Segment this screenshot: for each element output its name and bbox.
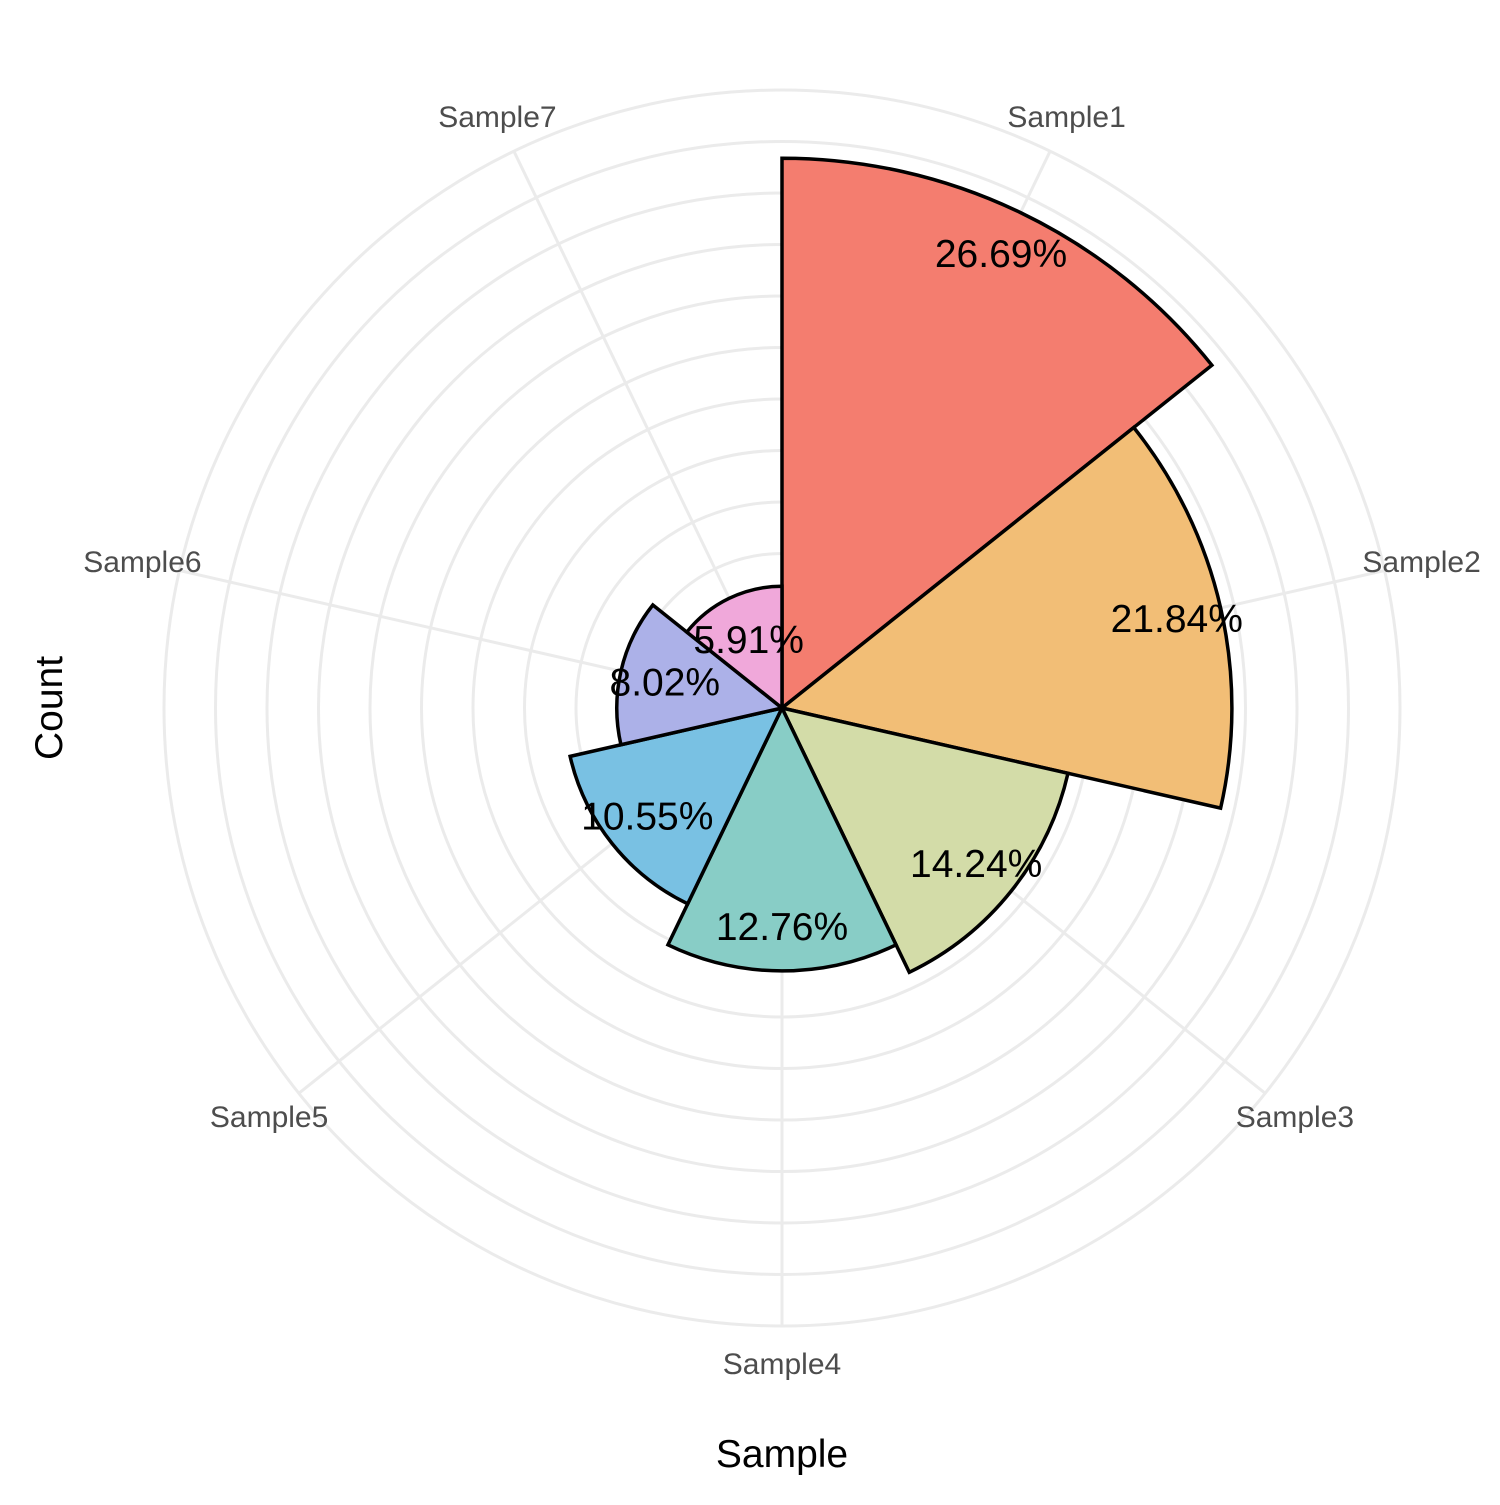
category-label: Sample6 — [83, 546, 201, 579]
data-label: 10.55% — [581, 795, 713, 838]
category-label: Sample7 — [438, 101, 556, 134]
bar-wedge-sample1 — [780, 156, 1215, 712]
bar-wedge-sample4 — [665, 703, 899, 973]
data-label: 26.69% — [935, 233, 1067, 276]
category-label: Sample2 — [1362, 546, 1480, 579]
x-axis-title: Sample — [716, 1433, 848, 1476]
y-axis-title: Count — [28, 656, 71, 760]
bar-wedge-sample2 — [778, 425, 1234, 811]
bar-wedge-sample6 — [615, 602, 786, 747]
bar-wedge-sample5 — [568, 705, 786, 907]
data-label: 12.76% — [716, 906, 848, 949]
labels-layer: Sample1 Sample2 Sample3 Sample4 Sample5 Sampl… — [83, 101, 1481, 1381]
data-label: 5.91% — [693, 619, 804, 662]
category-label: Sample3 — [1236, 1101, 1354, 1134]
data-label: 14.24% — [910, 843, 1042, 886]
bar-wedge-sample3 — [778, 705, 1071, 975]
bar-wedge-sample7 — [684, 584, 784, 712]
bars-layer — [568, 156, 1234, 975]
category-label: Sample4 — [723, 1348, 841, 1381]
category-label: Sample5 — [210, 1101, 328, 1134]
data-label: 8.02% — [610, 661, 721, 704]
category-label: Sample1 — [1007, 101, 1125, 134]
data-label: 21.84% — [1111, 598, 1243, 641]
